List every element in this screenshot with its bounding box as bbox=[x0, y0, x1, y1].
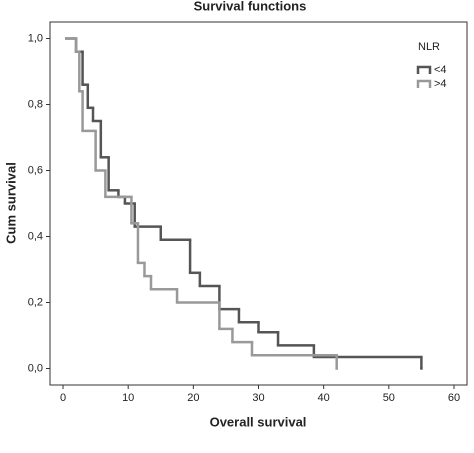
x-tick-label: 30 bbox=[252, 392, 264, 404]
x-tick-label: 20 bbox=[187, 392, 199, 404]
legend-title: NLR bbox=[418, 41, 440, 53]
x-tick-label: 50 bbox=[383, 392, 395, 404]
x-tick-label: 40 bbox=[318, 392, 330, 404]
y-tick-label: 0,2 bbox=[28, 296, 43, 308]
x-tick-label: 0 bbox=[60, 392, 66, 404]
y-tick-label: 0,6 bbox=[28, 164, 43, 176]
legend-label: <4 bbox=[434, 64, 447, 76]
legend-swatch bbox=[416, 65, 432, 74]
chart-title: Survival functions bbox=[194, 0, 307, 13]
x-tick-label: 60 bbox=[448, 392, 460, 404]
y-tick-label: 0,8 bbox=[28, 98, 43, 110]
y-tick-label: 0,4 bbox=[28, 230, 43, 242]
y-tick-label: 0,0 bbox=[28, 362, 43, 374]
legend-label: >4 bbox=[434, 78, 447, 90]
y-axis-label: Cum survival bbox=[3, 162, 18, 244]
y-tick-label: 1,0 bbox=[28, 32, 43, 44]
legend-swatch bbox=[416, 79, 432, 88]
x-tick-label: 10 bbox=[122, 392, 134, 404]
x-axis-label: Overall survival bbox=[210, 414, 307, 429]
